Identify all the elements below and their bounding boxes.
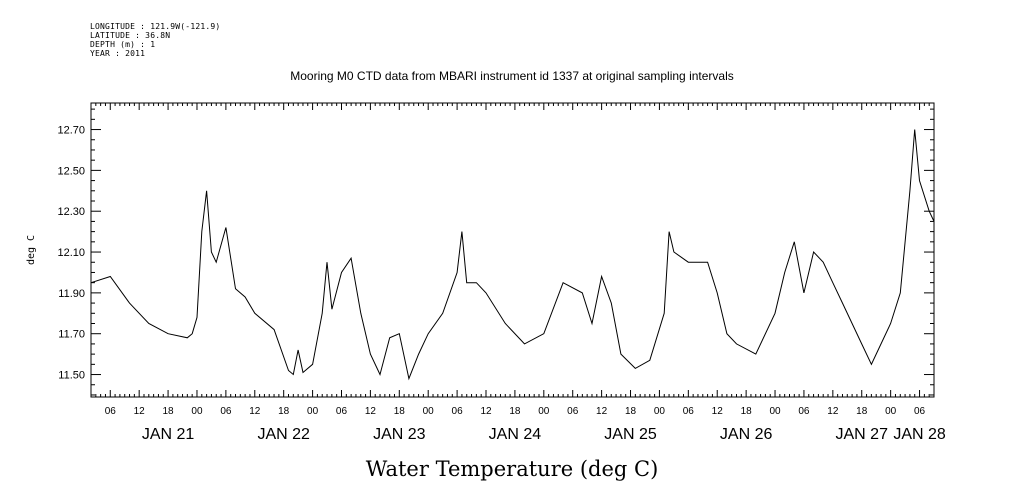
chart-title: Mooring M0 CTD data from MBARI instrumen… [290, 69, 734, 83]
y-tick-label: 12.50 [57, 165, 85, 177]
x-tick-hour-label: 06 [798, 406, 810, 417]
x-tick-hour-label: 06 [105, 406, 117, 417]
y-tick-label: 12.30 [57, 206, 85, 218]
x-tick-labels: 06 12 18 00 06 12 18 00 06 12 18 00 06 12 18 00 06 12 18 00… [105, 406, 946, 443]
x-tick-hour-label: 00 [885, 406, 897, 417]
x-tick-day-label: JAN 27 [836, 426, 889, 443]
y-tick-label: 12.70 [57, 125, 85, 137]
x-tick-hour-label: 18 [856, 406, 868, 417]
y-axis-label: deg C [26, 235, 37, 265]
x-tick-day-label: JAN 21 [142, 426, 195, 443]
x-tick-day-label: JAN 22 [257, 426, 310, 443]
x-tick-hour-label: 00 [538, 406, 550, 417]
x-tick-hour-label: 06 [914, 406, 926, 417]
y-tick-label: 12.10 [57, 247, 85, 259]
axis-ticks [90, 103, 935, 397]
x-tick-day-label: JAN 24 [489, 426, 542, 443]
x-tick-hour-label: 12 [249, 406, 261, 417]
x-axis-label: Water Temperature (deg C) [366, 457, 659, 481]
x-tick-day-label: JAN 26 [720, 426, 773, 443]
x-tick-hour-label: 12 [712, 406, 724, 417]
x-tick-hour-label: 00 [769, 406, 781, 417]
x-tick-hour-label: 00 [423, 406, 435, 417]
x-tick-hour-label: 12 [827, 406, 839, 417]
series-line [90, 129, 935, 381]
x-tick-hour-label: 18 [163, 406, 175, 417]
x-tick-hour-label: 06 [683, 406, 695, 417]
x-tick-hour-label: 18 [394, 406, 406, 417]
x-tick-hour-label: 12 [134, 406, 146, 417]
y-tick-label: 11.70 [58, 329, 85, 341]
x-tick-hour-label: 00 [307, 406, 319, 417]
y-tick-labels: 11.50 11.70 11.90 12.10 12.30 12.50 12.70 [57, 125, 85, 382]
x-tick-hour-label: 18 [278, 406, 290, 417]
year-label: YEAR : 2011 [90, 49, 146, 58]
y-tick-label: 11.90 [58, 288, 85, 300]
plot-frame [90, 102, 935, 398]
x-tick-hour-label: 06 [567, 406, 579, 417]
x-tick-hour-label: 18 [625, 406, 637, 417]
x-tick-hour-label: 12 [596, 406, 608, 417]
x-tick-hour-label: 06 [336, 406, 348, 417]
x-tick-day-label: JAN 25 [604, 426, 657, 443]
x-tick-hour-label: 18 [741, 406, 753, 417]
x-tick-hour-label: 00 [654, 406, 666, 417]
x-tick-hour-label: 12 [480, 406, 492, 417]
x-tick-hour-label: 12 [365, 406, 377, 417]
longitude-label: LONGITUDE : 121.9W(-121.9) [90, 22, 221, 31]
x-tick-day-label: JAN 28 [893, 426, 946, 443]
x-tick-hour-label: 00 [191, 406, 203, 417]
x-tick-hour-label: 18 [509, 406, 521, 417]
x-tick-hour-label: 06 [452, 406, 464, 417]
x-tick-hour-label: 06 [220, 406, 232, 417]
latitude-label: LATITUDE : 36.8N [90, 31, 171, 40]
x-tick-day-label: JAN 23 [373, 426, 426, 443]
y-tick-label: 11.50 [58, 370, 85, 382]
depth-label: DEPTH (m) : 1 [90, 40, 156, 49]
